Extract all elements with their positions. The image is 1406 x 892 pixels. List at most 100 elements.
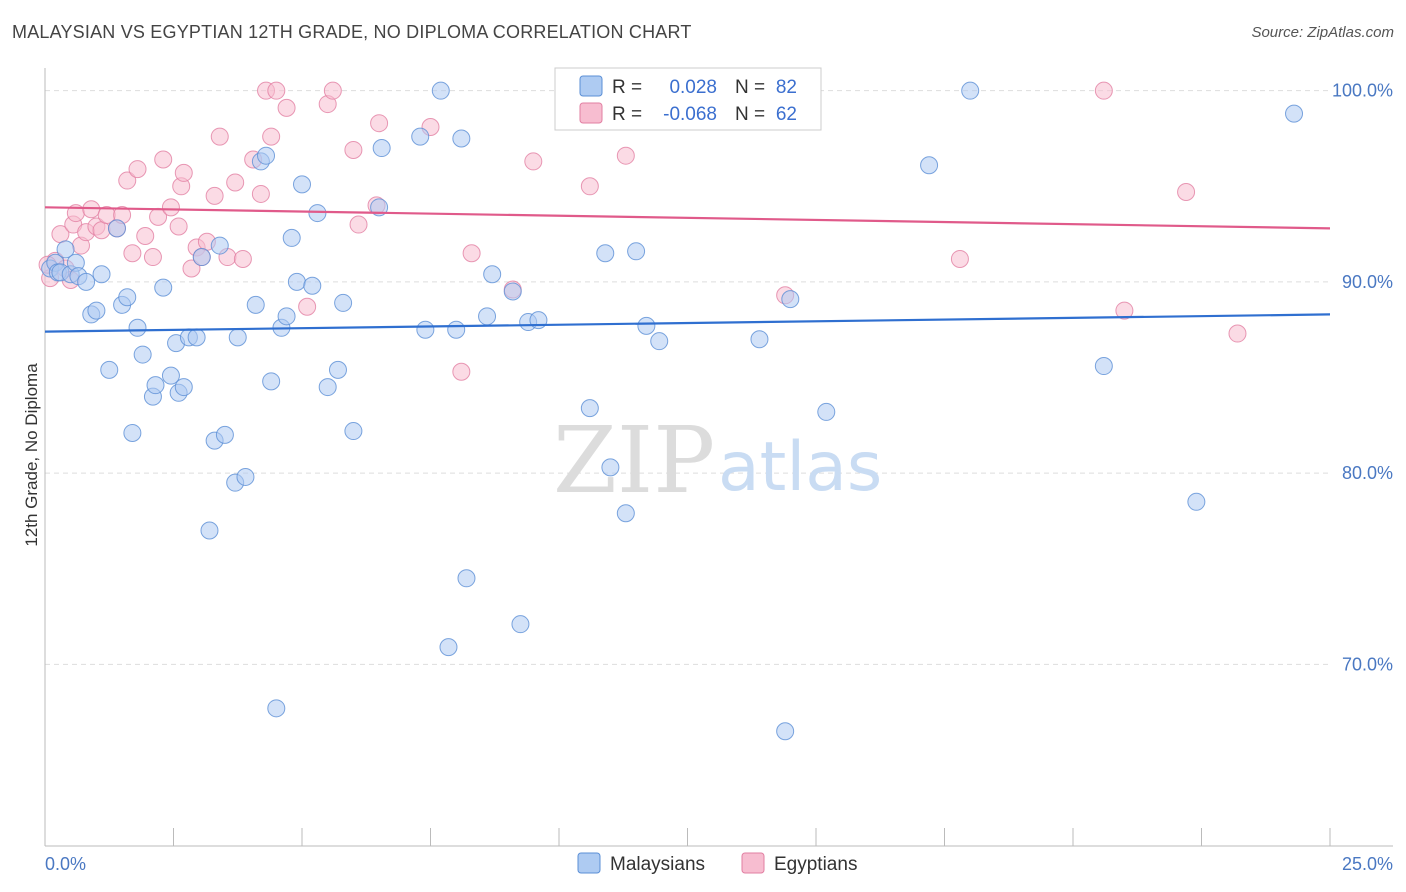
malaysian-point-70 <box>616 504 635 523</box>
x-tick-label-min: 0.0% <box>45 854 86 874</box>
malaysian-point-21 <box>154 278 173 297</box>
malaysian-point-10 <box>87 301 106 320</box>
malaysian-point-22 <box>161 366 180 385</box>
legend-r-value-0: 0.028 <box>669 77 717 98</box>
egyptian-point-31 <box>210 127 229 146</box>
malaysian-point-67 <box>580 399 599 418</box>
malaysian-point-52 <box>370 198 389 217</box>
malaysian-point-32 <box>215 425 234 444</box>
malaysian-point-18 <box>133 345 152 364</box>
malaysian-point-38 <box>257 146 276 165</box>
egyptian-point-25 <box>174 163 193 182</box>
malaysian-point-78 <box>817 402 836 421</box>
egyptian-point-58 <box>1115 301 1134 320</box>
malaysian-point-63 <box>503 282 522 301</box>
malaysian-point-54 <box>411 127 430 146</box>
egyptian-point-50 <box>462 244 481 263</box>
malaysian-point-71 <box>627 242 646 261</box>
malaysian-point-72 <box>637 316 656 335</box>
egyptian-point-43 <box>323 81 342 100</box>
egyptian-point-54 <box>616 146 635 165</box>
malaysian-point-64 <box>511 615 530 634</box>
bottom-legend-swatch-egyptians <box>741 852 765 874</box>
egyptian-point-56 <box>950 249 969 268</box>
y-tick-label-100: 100.0% <box>1332 81 1393 101</box>
x-tick-label-max: 25.0% <box>1342 854 1393 874</box>
malaysian-point-25 <box>174 378 193 397</box>
malaysian-point-60 <box>457 569 476 588</box>
malaysian-point-77 <box>781 290 800 309</box>
egyptian-point-57 <box>1094 81 1113 100</box>
malaysian-point-81 <box>1094 357 1113 376</box>
y-tick-label-90: 90.0% <box>1342 272 1393 292</box>
egyptian-point-33 <box>226 173 245 192</box>
malaysian-point-44 <box>287 272 306 291</box>
malaysian-point-36 <box>246 295 265 314</box>
egyptian-point-36 <box>251 184 270 203</box>
egyptian-point-44 <box>344 140 363 159</box>
trend-lines <box>44 206 1331 333</box>
malaysian-point-45 <box>293 175 311 194</box>
malaysian-point-31 <box>210 236 229 255</box>
legend-n-label-0: N = <box>735 77 765 98</box>
malaysian-point-16 <box>123 423 142 442</box>
egyptian-point-23 <box>169 217 188 236</box>
malaysian-point-17 <box>128 318 147 337</box>
egyptian-point-49 <box>452 362 471 381</box>
malaysian-point-47 <box>308 204 327 223</box>
source-label: Source: ZipAtlas.com <box>1251 24 1394 41</box>
malaysian-point-12 <box>100 360 119 379</box>
malaysian-point-15 <box>118 288 137 307</box>
malaysian-point-28 <box>192 248 211 267</box>
malaysian-point-80 <box>961 81 980 100</box>
malaysian-point-59 <box>452 129 471 148</box>
egyptians-trend-line <box>44 206 1331 230</box>
egyptian-point-59 <box>1177 183 1196 202</box>
malaysian-point-39 <box>262 372 281 391</box>
egyptian-point-19 <box>143 248 162 267</box>
malaysian-point-4 <box>56 240 75 259</box>
egyptian-point-40 <box>277 98 296 117</box>
legend-r-label-1: R = <box>612 104 642 125</box>
malaysian-point-50 <box>334 293 353 312</box>
legend-swatch-malaysians <box>579 75 603 97</box>
malaysian-point-46 <box>303 276 322 295</box>
egyptian-point-60 <box>1228 324 1247 343</box>
egyptian-point-15 <box>118 171 137 190</box>
egyptian-point-22 <box>161 198 180 217</box>
malaysian-point-82 <box>1187 492 1206 511</box>
malaysian-point-27 <box>187 328 206 347</box>
egyptian-point-41 <box>298 297 317 316</box>
y-tick-label-70: 70.0% <box>1342 654 1393 674</box>
egyptian-point-11 <box>92 221 111 240</box>
legend-swatch-egyptians <box>579 102 603 124</box>
y-axis-title: 12th Grade, No Diploma <box>22 363 41 547</box>
egyptian-point-26 <box>182 259 201 278</box>
egyptian-point-53 <box>580 177 599 196</box>
egyptian-point-18 <box>136 227 155 246</box>
y-tick-labels: 70.0% 80.0% 90.0% 100.0% <box>1332 81 1393 675</box>
malaysian-point-83 <box>1285 104 1304 123</box>
bottom-legend: Malaysians Egyptians <box>577 852 857 875</box>
egyptian-point-39 <box>267 81 286 100</box>
y-tick-label-80: 80.0% <box>1342 463 1393 483</box>
malaysian-point-35 <box>236 467 255 486</box>
egyptian-point-47 <box>370 114 389 133</box>
malaysian-point-53 <box>372 139 391 158</box>
chart-title: MALAYSIAN VS EGYPTIAN 12TH GRADE, NO DIP… <box>12 22 692 42</box>
malaysian-point-42 <box>277 307 296 326</box>
legend-r-value-1: -0.068 <box>663 104 717 125</box>
egyptian-point-30 <box>205 186 224 205</box>
egyptian-point-21 <box>154 150 173 169</box>
malaysian-point-13 <box>107 219 126 238</box>
malaysian-point-20 <box>146 376 165 395</box>
legend-r-label-0: R = <box>612 77 642 98</box>
malaysian-point-75 <box>750 330 769 349</box>
malaysian-point-56 <box>431 81 450 100</box>
x-tick-labels: 0.0% 25.0% <box>45 854 1393 874</box>
watermark-zip: ZIP <box>553 407 715 514</box>
axes <box>44 68 1393 847</box>
malaysian-point-8 <box>77 272 96 291</box>
malaysian-point-43 <box>282 228 301 247</box>
